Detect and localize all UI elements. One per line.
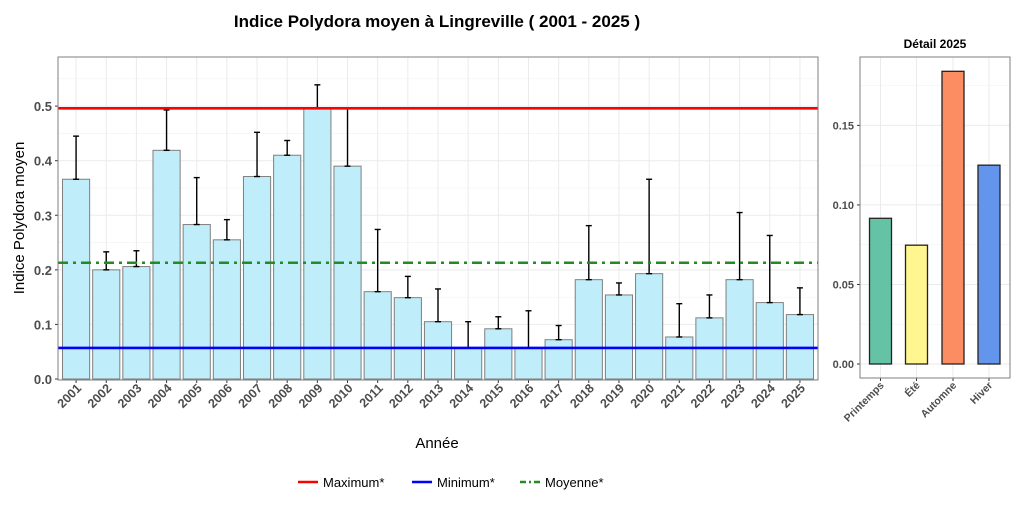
x-tick-label: 2013	[417, 381, 447, 411]
x-tick-label: 2008	[266, 381, 296, 411]
y-tick-label: 0.0	[34, 372, 52, 387]
x-tick-label: 2005	[175, 381, 205, 411]
bar-2023	[725, 279, 754, 380]
x-tick-label: Printemps	[842, 380, 887, 425]
x-tick-label: 2019	[598, 381, 628, 411]
bar-Printemps	[868, 217, 893, 365]
x-tick-label: 2022	[688, 381, 718, 411]
bar-Hiver	[977, 164, 1001, 365]
bar-2017	[544, 339, 573, 380]
y-tick-label: 0.10	[833, 200, 854, 212]
bar-2020	[635, 273, 664, 380]
bar-2005	[182, 224, 211, 380]
bar-2016	[514, 347, 543, 380]
bar-2007	[242, 176, 272, 380]
y-tick-label: 0.00	[833, 359, 854, 371]
bar-2019	[604, 294, 634, 380]
y-tick-label: 0.3	[34, 208, 52, 223]
detail-border	[859, 56, 1011, 379]
x-tick-label: 2009	[296, 381, 326, 411]
detail-title: Détail 2025	[904, 37, 967, 51]
x-tick-label: 2018	[567, 381, 597, 411]
x-tick-label: 2020	[628, 381, 658, 411]
plot-border	[57, 56, 819, 381]
bar-2018	[574, 279, 603, 380]
x-tick-label: 2010	[326, 381, 356, 411]
bar-Automne	[941, 70, 965, 365]
bar-2013	[423, 321, 453, 380]
x-tick-label: Hiver	[968, 380, 995, 407]
y-tick-label: 0.15	[833, 120, 854, 132]
x-tick-label: 2006	[205, 381, 235, 411]
x-tick-label: 2024	[748, 381, 778, 411]
x-tick-label: 2021	[658, 381, 688, 411]
x-tick-label: 2015	[477, 381, 507, 411]
bar-2021	[665, 336, 694, 380]
x-tick-label: 2016	[507, 381, 537, 411]
x-tick-label: Automne	[918, 380, 959, 421]
bar-2003	[122, 266, 151, 380]
bar-2009	[303, 107, 332, 380]
bar-2010	[333, 165, 362, 380]
x-tick-label: 2003	[115, 381, 145, 411]
bar-2008	[273, 154, 302, 380]
bar-2004	[152, 149, 181, 380]
x-tick-label: 2001	[55, 381, 85, 411]
x-tick-label: 2017	[537, 381, 567, 411]
legend-label: Minimum*	[437, 475, 495, 490]
x-tick-label: 2004	[145, 381, 175, 411]
bar-2014	[454, 347, 483, 380]
x-tick-label: 2025	[778, 381, 808, 411]
bar-Été	[904, 244, 929, 365]
bar-2006	[212, 239, 241, 380]
y-tick-label: 0.5	[34, 99, 52, 114]
bar-2002	[92, 269, 121, 380]
bar-2015	[484, 328, 513, 380]
y-axis-label: Indice Polydora moyen	[11, 142, 28, 295]
x-tick-label: 2011	[357, 381, 386, 410]
y-tick-label: 0.1	[34, 317, 52, 332]
bar-2001	[62, 178, 91, 380]
bar-2012	[393, 297, 422, 380]
x-tick-label: 2012	[386, 381, 416, 411]
x-axis-label: Année	[415, 435, 458, 452]
x-tick-label: 2023	[718, 381, 748, 411]
x-tick-label: Été	[902, 379, 923, 400]
y-tick-label: 0.4	[34, 154, 53, 169]
main-title: Indice Polydora moyen à Lingreville ( 20…	[234, 12, 640, 31]
bar-2011	[363, 291, 392, 380]
y-tick-label: 0.2	[34, 263, 52, 278]
x-tick-label: 2002	[85, 381, 115, 411]
legend-label: Moyenne*	[545, 475, 604, 490]
x-tick-label: 2007	[236, 381, 266, 411]
legend-label: Maximum*	[323, 475, 384, 490]
x-tick-label: 2014	[447, 381, 477, 411]
legend: Maximum* Minimum* Moyenne*	[298, 475, 604, 490]
bar-2024	[755, 302, 784, 380]
y-tick-label: 0.05	[833, 279, 854, 291]
